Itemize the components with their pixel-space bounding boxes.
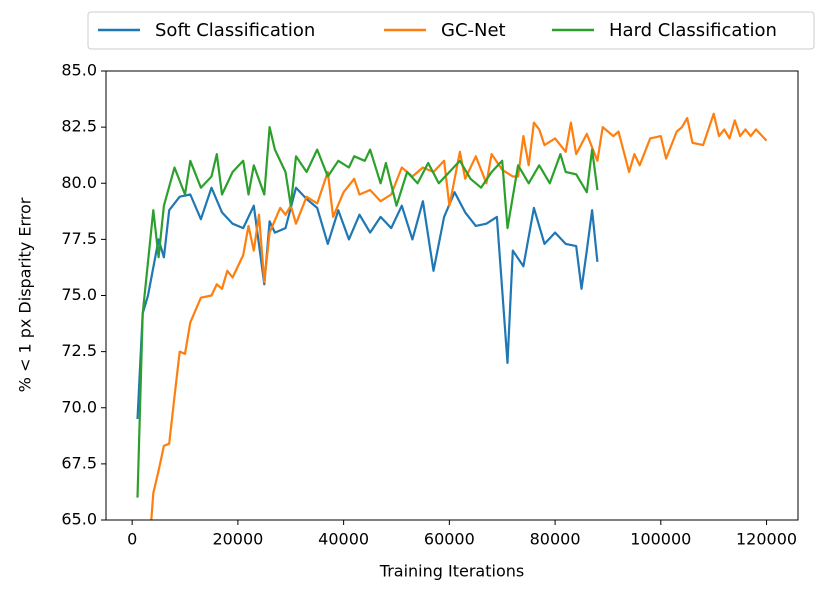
y-tick-label: 70.0 [61,397,97,416]
x-tick-label: 0 [127,530,137,549]
y-tick-label: 75.0 [61,285,97,304]
y-tick-label: 82.5 [61,117,97,136]
plot-frame [105,70,799,521]
y-tick-label: 67.5 [61,453,97,472]
x-tick-label: 120000 [736,530,797,549]
y-tick-label: 85.0 [61,61,97,80]
x-tick-label: 80000 [530,530,581,549]
x-tick-label: 60000 [424,530,475,549]
x-tick-label: 40000 [318,530,369,549]
plot-area [136,112,768,520]
line-series [136,186,599,420]
x-tick-label: 100000 [630,530,691,549]
legend-box [87,11,815,50]
x-tick-label: 20000 [212,530,263,549]
legend-label: GC-Net [441,20,506,41]
line-series [136,126,599,498]
y-tick-label: 80.0 [61,173,97,192]
y-tick-label: 65.0 [61,510,97,529]
y-tick-label: 77.5 [61,229,97,248]
line-series [150,112,768,520]
legend-label: Hard Classification [609,20,777,41]
legend-label: Soft Classification [155,20,315,41]
x-axis-label: Training Iterations [379,562,524,581]
y-tick-label: 72.5 [61,341,97,360]
y-axis-label: % < 1 px Disparity Error [16,197,35,392]
